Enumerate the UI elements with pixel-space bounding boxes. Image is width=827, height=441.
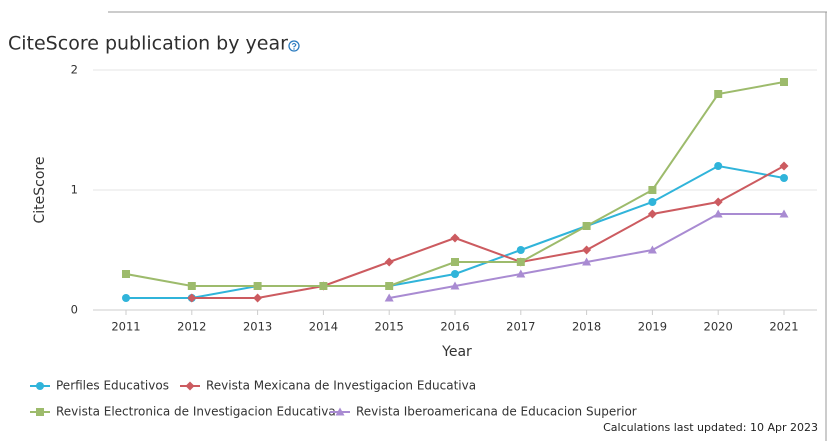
data-point: [451, 270, 459, 278]
x-tick-label: 2020: [704, 320, 733, 334]
footnote: Calculations last updated: 10 Apr 2023: [603, 421, 818, 434]
y-tick-label: 2: [71, 63, 78, 77]
x-tick-label: 2014: [309, 320, 338, 334]
data-point: [187, 293, 197, 303]
chart-title: CiteScore publication by year: [8, 33, 288, 55]
x-axis-title: Year: [441, 344, 472, 360]
data-point: [648, 198, 657, 206]
data-point: [319, 282, 328, 290]
data-point: [713, 197, 723, 207]
x-tick-label: 2019: [638, 320, 667, 334]
data-point: [253, 293, 263, 303]
y-tick-label: 0: [71, 303, 78, 317]
data-point: [647, 209, 657, 219]
data-point: [779, 161, 789, 171]
data-point: [582, 222, 591, 230]
data-point: [780, 78, 788, 86]
data-point: [384, 293, 394, 302]
y-axis-title: CiteScore: [32, 157, 48, 224]
data-point: [779, 209, 789, 218]
x-tick-label: 2016: [440, 320, 469, 334]
data-point: [714, 162, 723, 170]
y-tick-label: 1: [71, 183, 78, 197]
x-tick-label: 2015: [375, 320, 404, 334]
legend-marker: [335, 407, 345, 416]
data-point: [648, 186, 657, 194]
data-point: [450, 233, 460, 243]
data-point: [516, 246, 525, 254]
x-tick-label: 2017: [506, 320, 535, 334]
data-point: [253, 282, 262, 290]
data-point: [647, 245, 657, 254]
data-point: [451, 258, 459, 266]
data-point: [122, 270, 130, 278]
legend-label: Revista Electronica de Investigacion Edu…: [56, 405, 336, 419]
legend-marker: [36, 382, 44, 390]
data-point: [582, 257, 592, 266]
x-tick-label: 2011: [111, 320, 140, 334]
x-tick-label: 2013: [243, 320, 272, 334]
data-point: [713, 209, 723, 218]
data-point: [714, 90, 723, 98]
data-point: [516, 258, 525, 266]
data-point: [780, 174, 788, 182]
data-point: [385, 282, 394, 290]
data-point: [450, 281, 460, 290]
data-point: [187, 282, 196, 290]
legend-label: Revista Iberoamericana de Educacion Supe…: [356, 405, 637, 419]
legend-marker: [185, 381, 195, 391]
data-point: [582, 245, 592, 255]
series-line: [191, 165, 785, 299]
legend-label: Revista Mexicana de Investigacion Educat…: [206, 379, 476, 393]
data-point: [516, 269, 526, 278]
help-icon[interactable]: [288, 40, 300, 52]
data-point: [122, 294, 130, 302]
x-tick-label: 2021: [769, 320, 798, 334]
x-tick-label: 2018: [572, 320, 601, 334]
x-tick-label: 2012: [177, 320, 206, 334]
legend-label: Perfiles Educativos: [56, 379, 169, 393]
legend-marker: [36, 408, 44, 416]
data-point: [384, 257, 394, 267]
